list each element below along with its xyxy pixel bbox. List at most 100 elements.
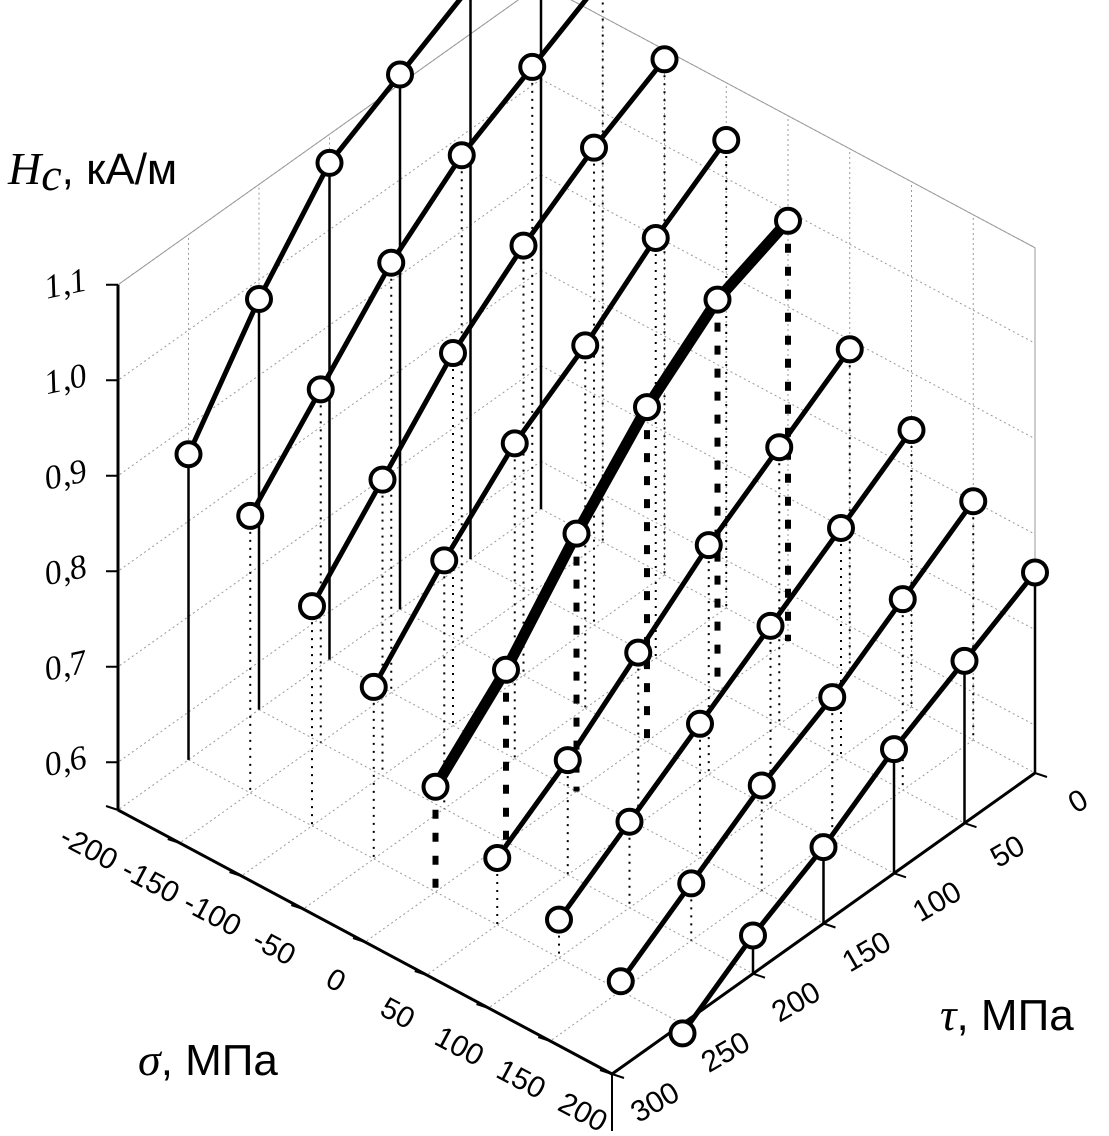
data-point [500, 429, 529, 458]
floor-grid-line [188, 759, 683, 1025]
tau-tick-mark [964, 822, 977, 829]
axes [105, 283, 1048, 1136]
sigma-tick-mark [352, 937, 366, 943]
drop-lines [187, 0, 1037, 1034]
wall-grid-line [540, 269, 1036, 535]
data-point [509, 231, 538, 260]
sigma-tick-label: 150 [491, 1053, 551, 1106]
floor-grid-line [399, 608, 895, 874]
data-point [606, 967, 635, 996]
data-point [739, 921, 767, 950]
data-point [518, 52, 547, 81]
series-line [248, 0, 589, 518]
data-point [174, 440, 203, 469]
series-line [309, 57, 667, 608]
data-point [959, 487, 988, 516]
data-point [774, 206, 802, 235]
box-edge [570, 0, 1036, 249]
axis-labels: 0,60,70,80,91,01,1-200-150-100-500501001… [7, 143, 1094, 1136]
sigma-tick-mark [229, 871, 242, 877]
series-sigma--50 [359, 126, 741, 701]
data-point [703, 285, 732, 314]
tau-tick-mark [823, 922, 836, 929]
data-point [359, 672, 388, 701]
tau-tick-label: 50 [985, 829, 1030, 874]
data-point [580, 133, 608, 162]
data-point [377, 248, 406, 277]
sigma-tick-mark [599, 1069, 613, 1075]
series-line [680, 570, 1037, 1035]
tau-tick-label: 0 [1063, 783, 1094, 820]
series-line [618, 499, 976, 983]
data-point [765, 433, 794, 462]
data-point [641, 223, 670, 252]
tau-tick-mark [893, 872, 907, 879]
data-point [677, 869, 706, 898]
data-point [430, 546, 459, 575]
data-point [1021, 558, 1049, 587]
tau-tick-label: 250 [696, 1026, 756, 1080]
data-point [624, 638, 653, 667]
data-point [386, 60, 414, 89]
series-line [556, 428, 914, 922]
tau-tick-mark [611, 1073, 625, 1079]
series-sigma-150 [606, 487, 988, 996]
data-point [950, 646, 979, 675]
series-group [174, 0, 1049, 1048]
z-tick-label: 1,1 [41, 262, 90, 307]
tau-tick-mark [752, 972, 766, 979]
sigma-tick-mark [290, 904, 304, 910]
data-point [686, 709, 714, 738]
sigma-tick-label: -50 [247, 923, 301, 972]
data-point [492, 655, 520, 684]
tau-tick-label: 300 [625, 1076, 685, 1130]
sigma-tick-label: 0 [321, 962, 351, 999]
data-point [712, 126, 741, 155]
wall-grid-line [540, 174, 1036, 440]
data-point [245, 285, 273, 314]
series-line [186, 0, 463, 456]
z-tick-label: 1,0 [41, 357, 90, 402]
data-point [483, 843, 512, 872]
data-point [694, 531, 723, 560]
data-point [633, 393, 661, 422]
z-axis-title: Hc, кА/м [7, 143, 177, 200]
data-point [571, 331, 600, 360]
sigma-tick-mark [105, 805, 119, 811]
series-sigma--100 [298, 45, 679, 621]
data-point [888, 585, 917, 614]
sigma-tick-label: -200 [54, 820, 123, 877]
data-point [306, 375, 335, 404]
sigma-tick-label: 100 [429, 1020, 489, 1073]
z-tick-label: 0,8 [41, 548, 90, 593]
series-sigma-50 [483, 335, 864, 872]
data-point [835, 335, 864, 364]
data-point [421, 772, 450, 801]
sigma-tick-mark [167, 838, 181, 844]
tau-tick-label: 150 [837, 925, 897, 979]
series-line [495, 347, 852, 860]
data-point [368, 465, 397, 494]
sigma-tick-label: -100 [178, 886, 247, 943]
data-point [756, 611, 785, 640]
data-point [827, 513, 855, 542]
data-point [315, 148, 344, 177]
tau-tick-label: 200 [766, 975, 826, 1029]
tau-axis-title: τ, МПа [940, 989, 1074, 1040]
tau-tick-label: 100 [907, 875, 967, 929]
z-tick-label: 0,9 [41, 453, 90, 498]
series-sigma--200 [174, 0, 473, 469]
sigma-tick-label: -150 [116, 853, 185, 910]
data-point [818, 683, 847, 712]
data-point [553, 746, 582, 775]
z-tick-label: 0,7 [41, 643, 92, 688]
data-point [439, 339, 467, 368]
sigma-tick-mark [476, 1003, 489, 1009]
series-sigma-100 [545, 416, 926, 934]
tau-tick-mark [1034, 772, 1048, 778]
data-point [880, 735, 908, 764]
data-point [650, 45, 679, 74]
series-sigma-0 [421, 206, 802, 801]
